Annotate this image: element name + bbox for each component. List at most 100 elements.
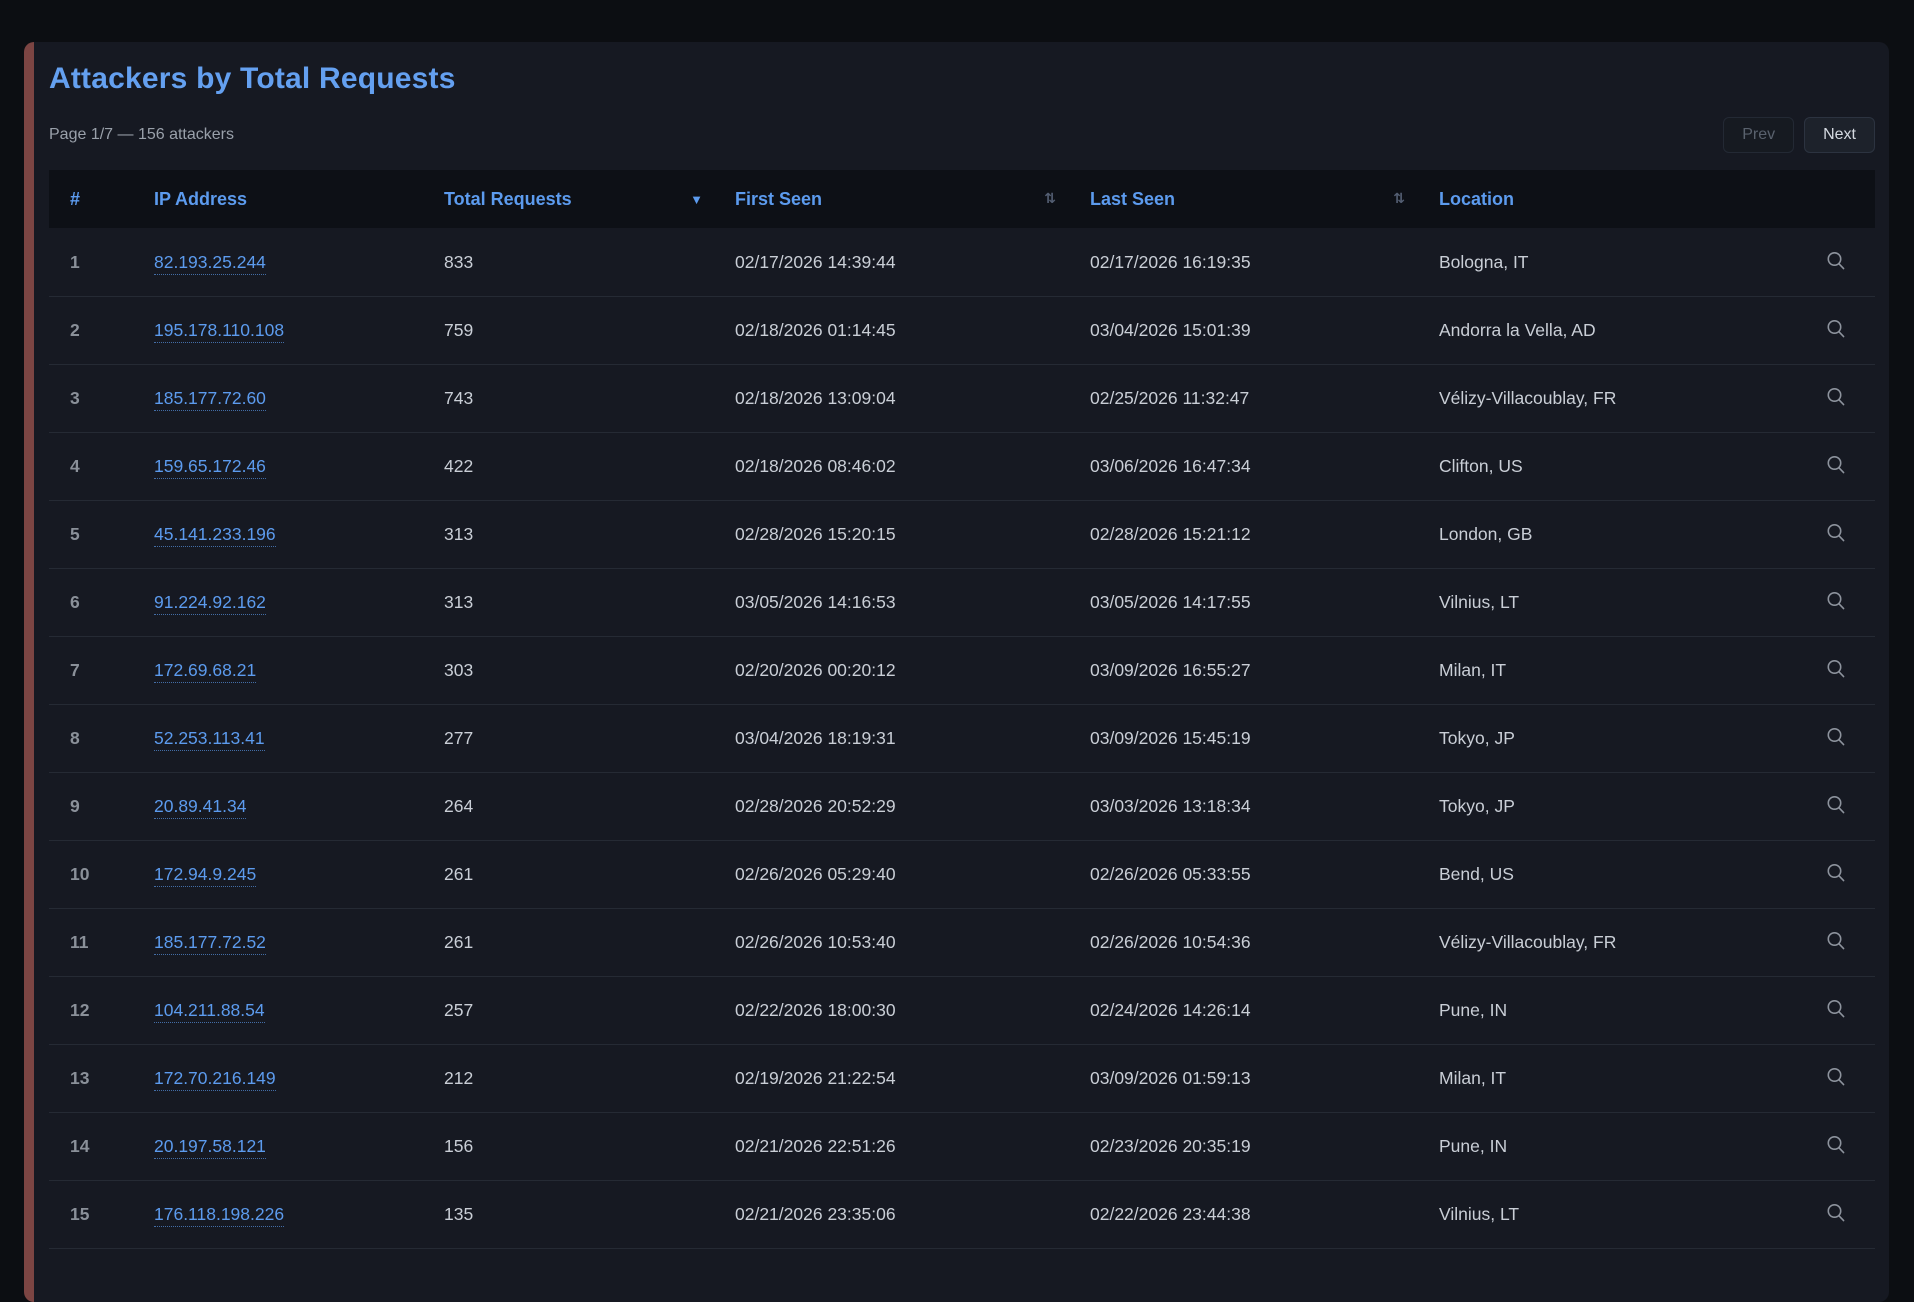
search-icon: [1825, 318, 1847, 343]
column-label: Last Seen: [1090, 188, 1176, 209]
row-search-button[interactable]: [1819, 654, 1853, 688]
row-search-button[interactable]: [1819, 1198, 1853, 1232]
ip-cell: 176.118.198.226: [154, 1204, 444, 1227]
ip-address-link[interactable]: 185.177.72.52: [154, 932, 266, 955]
search-icon: [1825, 794, 1847, 819]
ip-address-link[interactable]: 185.177.72.60: [154, 388, 266, 411]
last-seen-cell: 03/03/2026 13:18:34: [1090, 796, 1251, 816]
ip-address-link[interactable]: 172.70.216.149: [154, 1068, 276, 1091]
total-requests-cell: 313: [444, 592, 474, 612]
ip-address-link[interactable]: 82.193.25.244: [154, 251, 266, 275]
row-search-button[interactable]: [1819, 994, 1853, 1028]
ip-cell: 185.177.72.60: [154, 388, 444, 411]
ip-address-link[interactable]: 52.253.113.41: [154, 728, 265, 751]
column-header-total-requests[interactable]: Total Requests ▼: [444, 189, 735, 210]
ip-address-link[interactable]: 195.178.110.108: [154, 320, 285, 343]
last-seen-cell: 03/05/2026 14:17:55: [1090, 592, 1251, 612]
column-header-first-seen[interactable]: First Seen ⇅: [735, 189, 1090, 210]
location-cell: Pune, IN: [1439, 1000, 1508, 1020]
row-search-button[interactable]: [1819, 858, 1853, 892]
first-seen-cell: 02/22/2026 18:00:30: [735, 1000, 896, 1020]
ip-address-link[interactable]: 20.89.41.34: [154, 796, 247, 819]
table-row: 9 20.89.41.34 264 02/28/2026 20:52:29 03…: [49, 772, 1875, 840]
first-seen-cell: 02/20/2026 00:20:12: [735, 660, 896, 680]
column-label: First Seen: [735, 188, 823, 209]
search-icon: [1825, 1202, 1847, 1227]
row-index: 4: [70, 456, 80, 476]
table-row: 14 20.197.58.121 156 02/21/2026 22:51:26…: [49, 1112, 1875, 1180]
ip-address-link[interactable]: 176.118.198.226: [154, 1204, 285, 1227]
search-icon: [1825, 250, 1847, 275]
search-icon: [1825, 590, 1847, 615]
table-row: 3 185.177.72.60 743 02/18/2026 13:09:04 …: [49, 364, 1875, 432]
column-header-index: #: [49, 189, 154, 210]
row-action-cell: [1797, 586, 1875, 620]
row-action-cell: [1797, 1198, 1875, 1232]
ip-cell: 104.211.88.54: [154, 1000, 444, 1023]
row-index: 15: [70, 1204, 90, 1224]
row-search-button[interactable]: [1819, 382, 1853, 416]
row-action-cell: [1797, 1130, 1875, 1164]
location-cell: Vilnius, LT: [1439, 1204, 1520, 1224]
row-action-cell: [1797, 722, 1875, 756]
prev-button[interactable]: Prev: [1723, 117, 1795, 153]
row-search-button[interactable]: [1819, 518, 1853, 552]
row-search-button[interactable]: [1819, 790, 1853, 824]
total-requests-cell: 422: [444, 456, 474, 476]
table-row: 12 104.211.88.54 257 02/22/2026 18:00:30…: [49, 976, 1875, 1044]
pagination-info: Page 1/7 — 156 attackers: [49, 126, 234, 143]
last-seen-cell: 03/09/2026 16:55:27: [1090, 660, 1251, 680]
search-icon: [1825, 454, 1847, 479]
ip-cell: 82.193.25.244: [154, 251, 444, 275]
row-search-button[interactable]: [1819, 450, 1853, 484]
ip-cell: 172.70.216.149: [154, 1068, 444, 1091]
column-header-location[interactable]: Location: [1439, 189, 1797, 210]
row-action-cell: [1797, 790, 1875, 824]
ip-cell: 20.89.41.34: [154, 796, 444, 819]
sortable-icon: ⇅: [1044, 191, 1056, 207]
ip-address-link[interactable]: 104.211.88.54: [154, 1000, 265, 1023]
row-search-button[interactable]: [1819, 586, 1853, 620]
row-search-button[interactable]: [1819, 1062, 1853, 1096]
location-cell: Milan, IT: [1439, 1068, 1507, 1088]
row-search-button[interactable]: [1819, 722, 1853, 756]
row-action-cell: [1797, 245, 1875, 279]
row-index: 12: [70, 1000, 90, 1020]
ip-address-link[interactable]: 172.94.9.245: [154, 864, 257, 887]
ip-address-link[interactable]: 45.141.233.196: [154, 524, 276, 547]
next-button[interactable]: Next: [1804, 117, 1875, 153]
ip-address-link[interactable]: 159.65.172.46: [154, 456, 266, 479]
location-cell: Pune, IN: [1439, 1136, 1508, 1156]
last-seen-cell: 02/22/2026 23:44:38: [1090, 1204, 1251, 1224]
row-index: 3: [70, 388, 80, 408]
last-seen-cell: 03/06/2026 16:47:34: [1090, 456, 1251, 476]
ip-address-link[interactable]: 172.69.68.21: [154, 660, 257, 683]
total-requests-cell: 833: [444, 251, 474, 272]
row-search-button[interactable]: [1819, 926, 1853, 960]
total-requests-cell: 303: [444, 660, 474, 680]
last-seen-cell: 02/28/2026 15:21:12: [1090, 524, 1251, 544]
column-header-last-seen[interactable]: Last Seen ⇅: [1090, 189, 1439, 210]
column-header-ip[interactable]: IP Address: [154, 189, 444, 210]
ip-address-link[interactable]: 91.224.92.162: [154, 592, 266, 615]
location-cell: Clifton, US: [1439, 456, 1523, 476]
search-icon: [1825, 522, 1847, 547]
ip-cell: 20.197.58.121: [154, 1136, 444, 1159]
search-icon: [1825, 1066, 1847, 1091]
row-search-button[interactable]: [1819, 1130, 1853, 1164]
row-index: 11: [70, 932, 89, 952]
location-cell: Tokyo, JP: [1439, 796, 1515, 816]
location-cell: Vélizy-Villacoublay, FR: [1439, 932, 1617, 952]
total-requests-cell: 264: [444, 796, 474, 816]
search-icon: [1825, 1134, 1847, 1159]
first-seen-cell: 02/26/2026 05:29:40: [735, 864, 896, 884]
row-search-button[interactable]: [1819, 314, 1853, 348]
row-index: 8: [70, 728, 80, 748]
row-search-button[interactable]: [1819, 245, 1853, 279]
table-row: 7 172.69.68.21 303 02/20/2026 00:20:12 0…: [49, 636, 1875, 704]
location-cell: Bend, US: [1439, 864, 1514, 884]
ip-address-link[interactable]: 20.197.58.121: [154, 1136, 266, 1159]
total-requests-cell: 313: [444, 524, 474, 544]
row-index: 14: [70, 1136, 90, 1156]
total-requests-cell: 135: [444, 1204, 474, 1224]
